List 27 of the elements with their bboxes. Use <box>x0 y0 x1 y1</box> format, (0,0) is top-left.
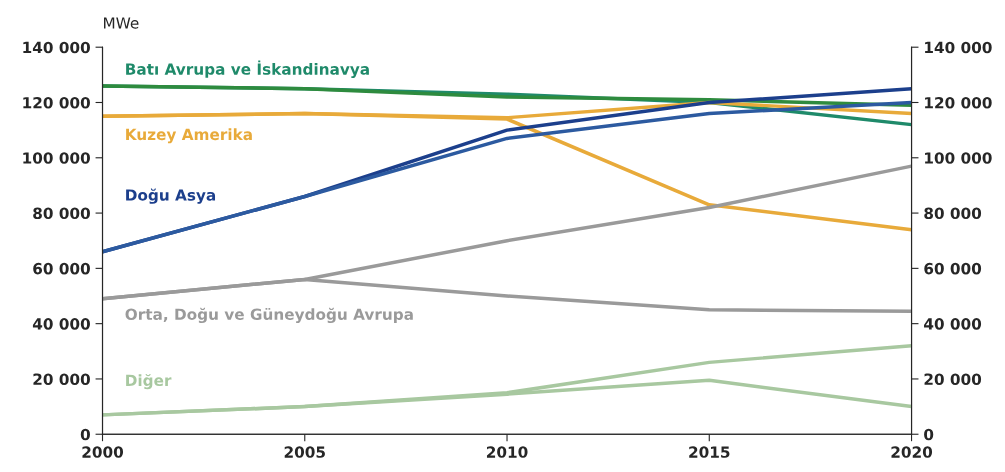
series-label: Orta, Doğu ve Güneydoğu Avrupa <box>125 307 413 324</box>
series-label: Doğu Asya <box>126 188 216 204</box>
y2-tick-label: 120 000 <box>925 96 992 109</box>
y-tick-label: 80 000 <box>33 207 90 220</box>
y-tick-label: 100 000 <box>23 152 90 164</box>
y2-tick-label: 140 000 <box>925 41 992 54</box>
y-tick-label: 20 000 <box>33 373 90 385</box>
y2-tick-label: 60 000 <box>924 262 982 275</box>
y-tick-label: 140 000 <box>23 41 90 54</box>
y-tick-label: 60 000 <box>33 262 90 275</box>
y2-tick-label: 0 <box>924 428 934 441</box>
y2-tick-label: 100 000 <box>925 152 992 164</box>
y2-tick-label: 80 000 <box>924 207 982 220</box>
series-label: Diğer <box>126 373 172 390</box>
series-label: Batı Avrupa ve İskandinavya <box>126 60 369 78</box>
y-tick-label: 0 <box>80 428 90 441</box>
y-tick-label: 40 000 <box>32 318 90 330</box>
y2-tick-label: 20 000 <box>924 373 982 385</box>
y-axis-title: MWe <box>104 17 139 29</box>
y2-tick-label: 40 000 <box>924 318 982 330</box>
x-tick-label: 2005 <box>284 446 325 458</box>
x-tick-label: 2010 <box>486 446 528 458</box>
series-label: Kuzey Amerika <box>126 128 252 144</box>
x-tick-label: 2020 <box>891 446 933 458</box>
x-tick-label: 2015 <box>689 446 730 458</box>
x-tick-label: 2000 <box>82 446 124 458</box>
y-tick-label: 120 000 <box>23 96 90 109</box>
